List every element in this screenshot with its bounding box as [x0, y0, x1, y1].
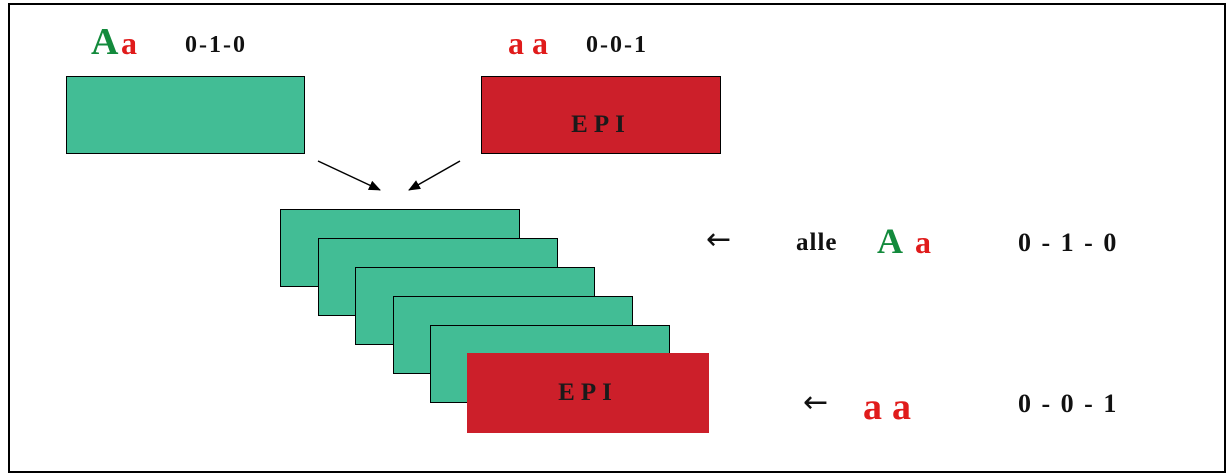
top-left-green-box [66, 76, 305, 154]
top-right-box-label: EPI [571, 111, 631, 138]
legend-row-2-arrow-icon: ← [803, 385, 829, 420]
arrow-right-to-stack [408, 160, 461, 191]
top-right-allele-a-1: a [508, 25, 524, 61]
top-left-code: 0-1-0 [185, 32, 247, 58]
legend-row-1-arrow-icon: ← [706, 222, 732, 257]
legend-row-1-allele-a: a [915, 224, 931, 260]
legend-row-1-code: 0 - 1 - 0 [1018, 228, 1119, 257]
stack-front-red-box: EPI [467, 353, 709, 433]
converging-arrows [317, 160, 461, 191]
top-right-red-box: EPI [481, 76, 721, 154]
top-left-allele-A: A [91, 21, 119, 63]
legend-row-2-code: 0 - 0 - 1 [1018, 389, 1119, 418]
legend-row-1-allele-A: A [877, 221, 903, 261]
legend-row-1-prefix: alle [796, 229, 838, 256]
top-right-code: 0-0-1 [586, 32, 648, 58]
top-right-allele-a-2: a [532, 25, 548, 61]
top-left-allele-a: a [121, 25, 137, 61]
legend-row-2-allele-a-1: a [863, 386, 882, 428]
arrow-left-to-stack [317, 160, 381, 191]
stack-front-box-label: EPI [558, 379, 618, 406]
legend-row-2-allele-a-2: a [892, 386, 911, 428]
